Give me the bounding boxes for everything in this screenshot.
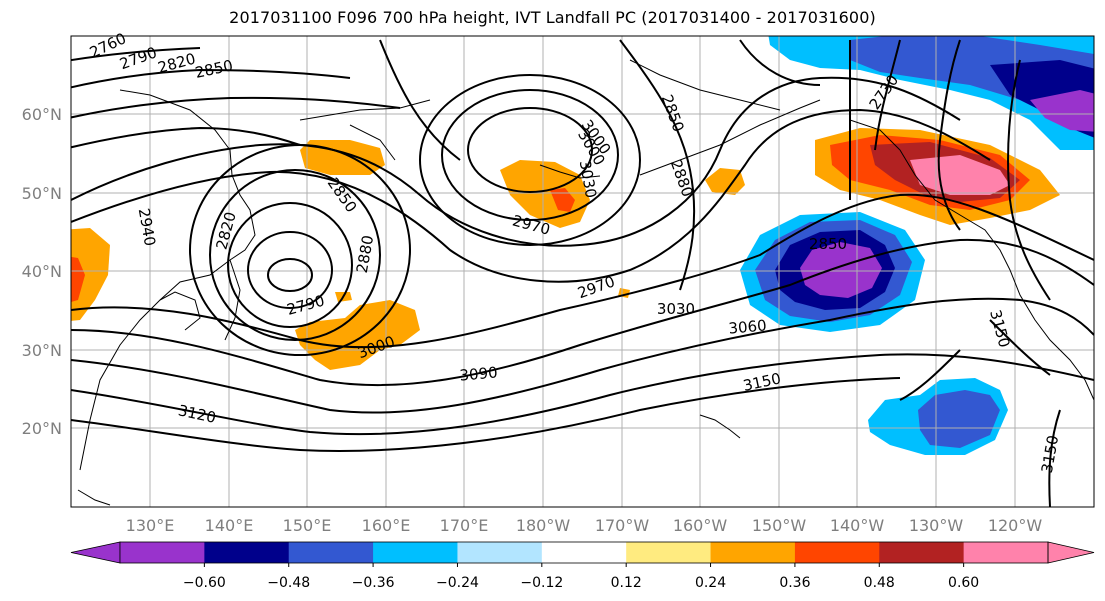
contour-label: 2880 — [353, 234, 377, 275]
longitude-label: 180°W — [516, 516, 571, 535]
longitude-label: 150°E — [283, 516, 332, 535]
colorbar-tick-label: −0.48 — [267, 575, 310, 591]
longitude-label: 160°W — [673, 516, 728, 535]
latitude-label: 60°N — [22, 105, 62, 124]
colorbar-segment — [794, 542, 880, 563]
contour-label: 2850 — [193, 56, 234, 82]
contour-label: 3090 — [459, 363, 499, 384]
colorbar-segment — [963, 542, 1049, 563]
colorbar-segment — [457, 542, 543, 563]
colorbar-tick-label: −0.12 — [520, 575, 563, 591]
longitude-label: 140°W — [830, 516, 885, 535]
colorbar-segment — [710, 542, 796, 563]
colorbar-tick-label: 0.12 — [611, 575, 642, 591]
colorbar-segment — [288, 542, 374, 563]
longitude-label: 170°W — [595, 516, 650, 535]
contour-label: 2790 — [285, 292, 327, 319]
contour-label: 3060 — [728, 316, 768, 337]
longitude-label: 170°E — [440, 516, 489, 535]
latitude-label: 50°N — [22, 184, 62, 203]
longitude-label: 120°W — [988, 516, 1043, 535]
contour-label: 2940 — [135, 207, 159, 248]
latitude-labels: 60°N 50°N 40°N 30°N 20°N — [22, 105, 62, 438]
map-frame — [70, 35, 1095, 508]
contour-label: 3150 — [986, 308, 1013, 350]
map-panel — [71, 36, 1094, 507]
longitude-labels: 130°E 140°E 150°E 160°E 170°E 180°W 170°W 160°W… — [126, 516, 1043, 535]
contour-label: 3150 — [741, 369, 782, 395]
longitude-label: 140°E — [205, 516, 254, 535]
colorbar-tick-label: −0.24 — [436, 575, 479, 591]
contour-label: 2850 — [658, 92, 688, 134]
contour-label: 3120 — [176, 401, 217, 427]
height-contours — [71, 39, 1094, 507]
colorbar-segment — [879, 542, 965, 563]
colorbar-tick-label: −0.36 — [352, 575, 395, 591]
colorbar-segment — [204, 542, 290, 563]
latitude-label: 40°N — [22, 262, 62, 281]
colorbar: −0.60 −0.48 −0.36 −0.24 −0.12 0.12 0.24 0.36 0.4… — [70, 541, 1095, 591]
contour-label: 2820 — [213, 210, 240, 252]
contour-label: 3150 — [1038, 434, 1062, 475]
latitude-label: 20°N — [22, 419, 62, 438]
colorbar-tick-label: 0.36 — [779, 575, 810, 591]
longitude-label: 130°W — [909, 516, 964, 535]
contour-label: 2820 — [156, 50, 198, 77]
map-title: 2017031100 F096 700 hPa height, IVT Land… — [229, 8, 876, 27]
colorbar-tick-label: 0.24 — [695, 575, 726, 591]
colorbar-extend-low — [70, 541, 121, 564]
colorbar-segment — [541, 542, 627, 563]
contour-label: 2850 — [809, 235, 847, 253]
colorbar-segment — [373, 542, 458, 563]
colorbar-segment — [626, 542, 712, 563]
longitude-label: 160°E — [362, 516, 411, 535]
colorbar-segment — [120, 542, 205, 563]
colorbar-tick-label: −0.60 — [183, 575, 226, 591]
colorbar-extend-high — [1047, 541, 1095, 564]
colorbar-tick-label: 0.60 — [948, 575, 979, 591]
colorbar-frame — [119, 541, 1049, 564]
longitude-label: 130°E — [126, 516, 175, 535]
coastlines — [77, 59, 1094, 506]
contour-label: 3030 — [657, 300, 695, 318]
colorbar-tick-label: 0.48 — [864, 575, 895, 591]
latitude-label: 30°N — [22, 341, 62, 360]
longitude-label: 150°W — [752, 516, 807, 535]
